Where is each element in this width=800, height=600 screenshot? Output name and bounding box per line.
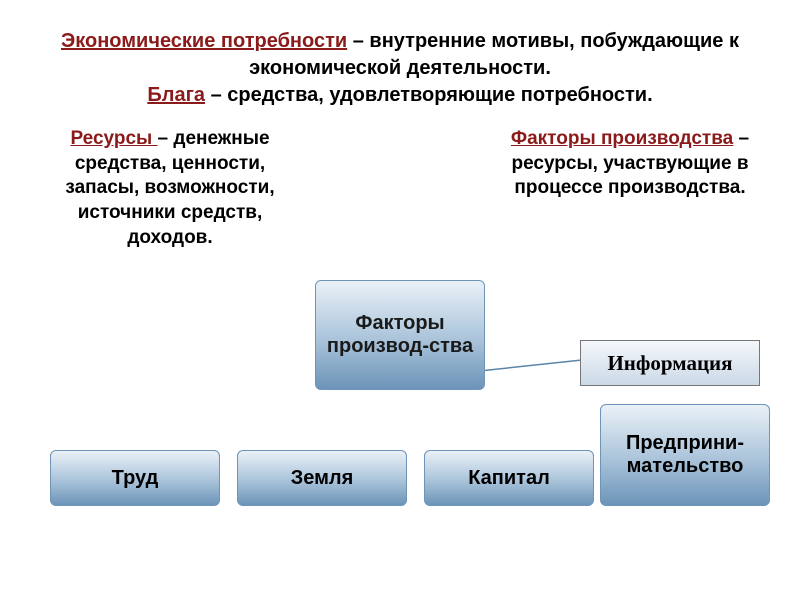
def-goods: – средства, удовлетворяющие потребности. <box>205 84 653 106</box>
header-block: Экономические потребности – внутренние м… <box>0 0 800 109</box>
box-entrep-label: Предприни-мательство <box>601 432 769 478</box>
resources-definition: Ресурсы – денежные средства, ценности, з… <box>40 127 300 250</box>
box-capital: Капитал <box>424 450 594 506</box>
term-factors: Факторы производства <box>511 128 733 149</box>
box-factors-main: Факторы производ-ства <box>315 280 485 390</box>
box-entrepreneurship: Предприни-мательство <box>600 404 770 506</box>
box-land-label: Земля <box>291 467 354 490</box>
box-information: Информация <box>580 340 760 386</box>
box-labor-label: Труд <box>112 467 159 490</box>
box-labor: Труд <box>50 450 220 506</box>
box-factors-label: Факторы производ-ства <box>316 312 484 358</box>
factors-definition: Факторы производства – ресурсы, участвую… <box>500 127 760 250</box>
definitions-row: Ресурсы – денежные средства, ценности, з… <box>0 109 800 250</box>
box-information-label: Информация <box>607 351 732 376</box>
box-land: Земля <box>237 450 407 506</box>
term-needs: Экономические потребности <box>61 30 347 52</box>
line-main-to-info <box>470 360 582 372</box>
term-resources: Ресурсы <box>70 128 157 149</box>
term-goods: Блага <box>147 84 205 106</box>
box-capital-label: Капитал <box>468 467 550 490</box>
